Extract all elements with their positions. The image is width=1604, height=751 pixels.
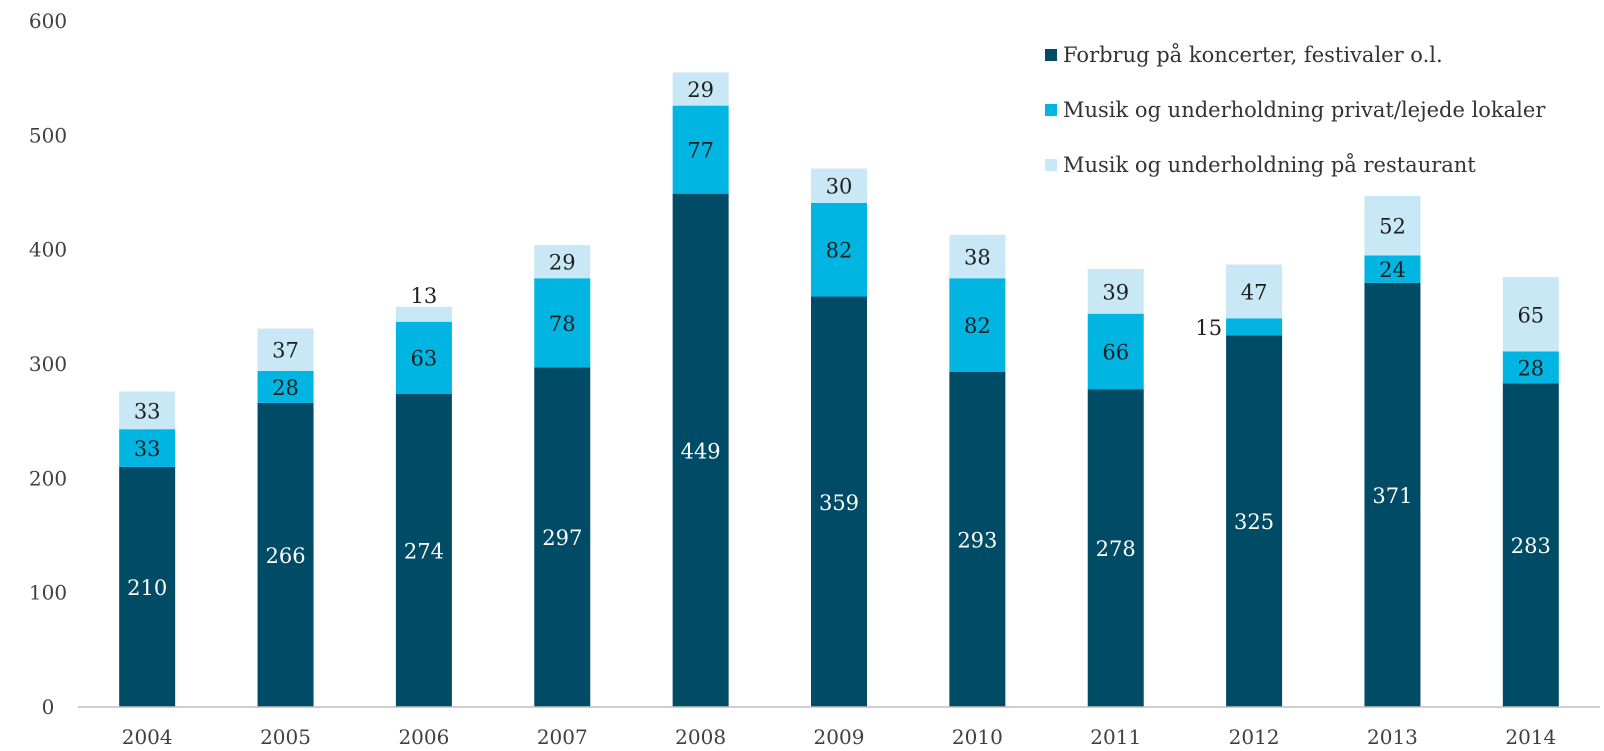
y-tick-label: 500 bbox=[29, 123, 67, 147]
bar-segment bbox=[1226, 335, 1283, 707]
data-label: 325 bbox=[1234, 510, 1274, 534]
bar-segment bbox=[534, 278, 591, 368]
bar-segment bbox=[119, 429, 176, 467]
data-label: 274 bbox=[404, 539, 444, 563]
x-tick-label: 2010 bbox=[952, 725, 1003, 749]
x-tick-label: 2011 bbox=[1090, 725, 1141, 749]
data-label: 28 bbox=[1517, 356, 1544, 380]
data-label: 39 bbox=[1102, 280, 1129, 304]
bar-segment bbox=[1226, 264, 1283, 319]
bar-segment bbox=[672, 72, 729, 106]
data-label: 33 bbox=[134, 437, 161, 461]
data-label: 47 bbox=[1241, 280, 1268, 304]
data-label: 37 bbox=[272, 339, 299, 363]
data-label: 29 bbox=[549, 251, 576, 275]
data-labels: 210 33 33 266 28 37 274 63 13 297 78 29 449 77 29 359 82… bbox=[127, 78, 1551, 600]
bar-segment bbox=[1226, 318, 1283, 336]
data-label: 210 bbox=[127, 576, 167, 600]
x-tick-label: 2008 bbox=[675, 725, 726, 749]
bar-segment bbox=[534, 367, 591, 707]
bar-segment bbox=[672, 105, 729, 194]
bar-segment bbox=[257, 370, 314, 403]
bar-segment bbox=[811, 202, 867, 297]
data-label: 293 bbox=[957, 529, 997, 553]
x-tick-label: 2005 bbox=[260, 725, 311, 749]
bar-segment bbox=[534, 245, 591, 279]
legend-swatch bbox=[1045, 104, 1057, 116]
bar-segment bbox=[1502, 277, 1559, 352]
data-label: 29 bbox=[687, 78, 714, 102]
bar-segment bbox=[949, 372, 1006, 707]
y-tick-label: 400 bbox=[29, 238, 67, 262]
bar-segment bbox=[1087, 269, 1144, 314]
data-label: 82 bbox=[826, 239, 853, 263]
bar-segment bbox=[395, 306, 452, 322]
data-label: 30 bbox=[826, 175, 853, 199]
data-label: 65 bbox=[1517, 303, 1544, 327]
x-tick-label: 2009 bbox=[814, 725, 865, 749]
data-label: 38 bbox=[964, 246, 991, 270]
x-tick-label: 2004 bbox=[122, 725, 173, 749]
bar-segment bbox=[949, 234, 1006, 279]
bar-segment bbox=[1502, 351, 1559, 384]
legend-label: Musik og underholdning privat/lejede lok… bbox=[1063, 98, 1546, 122]
data-label: 33 bbox=[134, 399, 161, 423]
legend-swatch bbox=[1045, 49, 1057, 61]
data-label: 77 bbox=[687, 139, 714, 163]
bar-segment bbox=[949, 278, 1006, 373]
y-tick-label: 200 bbox=[29, 466, 67, 490]
data-label: 63 bbox=[411, 347, 438, 371]
data-label: 266 bbox=[265, 544, 305, 568]
x-tick-label: 2006 bbox=[398, 725, 449, 749]
x-tick-label: 2014 bbox=[1505, 725, 1556, 749]
bar-segment bbox=[1364, 282, 1421, 707]
bar-segment bbox=[395, 393, 452, 707]
data-label: 24 bbox=[1379, 258, 1406, 282]
y-tick-label: 0 bbox=[42, 695, 55, 719]
data-label: 13 bbox=[411, 284, 438, 308]
bar-segment bbox=[257, 328, 314, 371]
bar-segment bbox=[1502, 383, 1559, 707]
data-label: 15 bbox=[1195, 316, 1222, 340]
y-axis: 0 100 200 300 400 500 600 bbox=[29, 9, 67, 719]
x-tick-label: 2007 bbox=[537, 725, 588, 749]
legend-swatch bbox=[1045, 159, 1057, 171]
bar-segment bbox=[811, 168, 867, 203]
x-tick-label: 2013 bbox=[1367, 725, 1418, 749]
legend: Forbrug på koncerter, festivaler o.l. Mus… bbox=[1045, 43, 1546, 177]
legend-label: Forbrug på koncerter, festivaler o.l. bbox=[1063, 43, 1443, 67]
bar-segment bbox=[1087, 313, 1144, 390]
data-label: 28 bbox=[272, 376, 299, 400]
y-tick-label: 600 bbox=[29, 9, 67, 33]
bar-segment bbox=[672, 193, 729, 708]
bar-segment bbox=[395, 321, 452, 394]
data-label: 359 bbox=[819, 491, 859, 515]
data-label: 283 bbox=[1511, 534, 1551, 558]
legend-label: Musik og underholdning på restaurant bbox=[1063, 153, 1476, 177]
data-label: 449 bbox=[681, 439, 721, 463]
data-label: 66 bbox=[1102, 340, 1129, 364]
x-tick-label: 2012 bbox=[1229, 725, 1280, 749]
y-tick-label: 100 bbox=[29, 581, 67, 605]
data-label: 297 bbox=[542, 526, 582, 550]
bar-segment bbox=[1087, 389, 1144, 707]
bar-segment bbox=[257, 402, 314, 707]
x-axis: 2004 2005 2006 2007 2008 2009 2010 2011 2012 2013… bbox=[122, 725, 1557, 749]
data-label: 371 bbox=[1372, 484, 1412, 508]
y-tick-label: 300 bbox=[29, 352, 67, 376]
bar-segment bbox=[119, 391, 176, 430]
data-label: 278 bbox=[1096, 537, 1136, 561]
data-label: 78 bbox=[549, 312, 576, 336]
bar-segment bbox=[1364, 255, 1421, 283]
data-label: 82 bbox=[964, 314, 991, 338]
bar-segment bbox=[119, 466, 176, 707]
bars bbox=[119, 72, 1559, 708]
bar-segment bbox=[811, 296, 867, 707]
data-label: 52 bbox=[1379, 215, 1406, 239]
bar-segment bbox=[1364, 195, 1421, 256]
